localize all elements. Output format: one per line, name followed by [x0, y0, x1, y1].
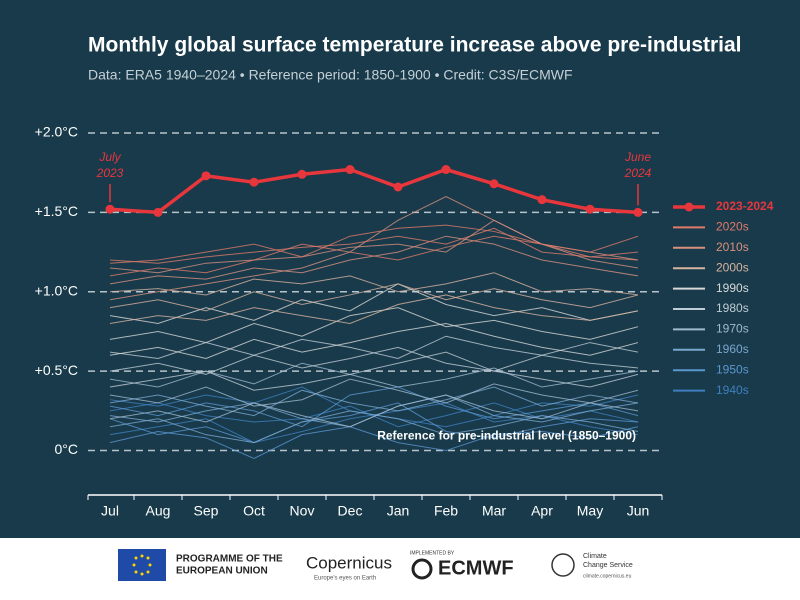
y-tick-label: +0.5°C: [35, 362, 78, 378]
ecmwf-logo: ECMWF: [438, 557, 514, 579]
x-tick-label: Mar: [482, 503, 506, 519]
c3s-text: Climate: [583, 553, 607, 560]
highlight-point: [441, 165, 451, 175]
legend-label: 1950s: [716, 362, 749, 376]
chart-subtitle: Data: ERA5 1940–2024 • Reference period:…: [88, 67, 573, 83]
implemented-by: IMPLEMENTED BY: [410, 550, 455, 556]
highlight-point: [153, 207, 163, 217]
x-tick-label: Apr: [531, 503, 553, 519]
eu-stars: [132, 554, 152, 576]
decade-line: [109, 351, 639, 391]
legend-label: 2023-2024: [716, 199, 774, 213]
highlight-point: [489, 179, 499, 189]
decade-line: [109, 386, 639, 417]
x-tick-label: Jan: [387, 503, 410, 519]
annotation: June: [624, 150, 651, 164]
highlight-point: [345, 165, 355, 175]
legend-label: 1970s: [716, 322, 749, 336]
y-tick-label: +2.0°C: [35, 124, 78, 140]
highlight-point: [585, 204, 595, 214]
decade-line: [109, 235, 639, 277]
decade-line: [109, 386, 639, 428]
highlight-point: [249, 177, 259, 187]
plot: +2.0°C +1.5°C +1.0°C +0.5°C 0°C Jul Aug Sep Oct N…: [35, 124, 774, 519]
x-tick-label: Jun: [627, 503, 650, 519]
decade-line: [109, 227, 639, 264]
copernicus-logo: Copernicus: [306, 553, 392, 572]
eu-text: PROGRAMME OF THE: [176, 554, 283, 565]
decade-line: [109, 323, 639, 359]
c3s-icon: [551, 553, 575, 577]
highlight-point: [201, 171, 211, 181]
decade-line: [109, 283, 639, 325]
legend-marker: [684, 202, 694, 212]
x-tick-label: Aug: [146, 503, 171, 519]
highlight-line: [109, 167, 639, 215]
y-tick-label: 0°C: [55, 441, 79, 457]
x-tick-label: Jul: [101, 503, 119, 519]
highlight-point: [537, 195, 547, 205]
x-tick-label: Oct: [243, 503, 265, 519]
chart-title: Monthly global surface temperature incre…: [88, 34, 742, 57]
x-tick-label: May: [577, 503, 603, 519]
ecmwf-icon: [411, 558, 433, 580]
decade-line: [109, 410, 639, 444]
c3s-text: Change Service: [583, 562, 633, 569]
legend-label: 1980s: [716, 301, 749, 315]
highlight-point: [297, 169, 307, 179]
legend-label: 2020s: [716, 220, 749, 234]
decade-line: [109, 283, 639, 312]
annotation: 2023: [96, 166, 124, 180]
annotation: July: [98, 150, 121, 164]
legend-label: 1990s: [716, 281, 749, 295]
legend-label: 2000s: [716, 260, 749, 274]
eu-flag: [118, 549, 166, 581]
highlight-point: [633, 207, 643, 217]
decade-line: [109, 426, 639, 460]
decade-line: [109, 335, 639, 359]
reference-label: Reference for pre-industrial level (1850…: [377, 429, 636, 443]
background: [0, 0, 800, 538]
decade-line: [109, 294, 639, 325]
c3s-url: climate.copernicus.eu: [583, 573, 632, 579]
copernicus-tagline: Europe's eyes on Earth: [314, 576, 376, 582]
x-tick-label: Dec: [338, 503, 363, 519]
x-tick-label: Feb: [434, 503, 458, 519]
eu-text: EUROPEAN UNION: [176, 566, 268, 577]
decade-line: [109, 362, 639, 388]
decade-line: [109, 195, 639, 301]
highlight-point: [105, 204, 115, 214]
annotation: 2024: [624, 166, 652, 180]
decade-line: [109, 224, 639, 264]
decade-line: [109, 272, 639, 296]
highlight-point: [393, 182, 403, 192]
decade-line: [109, 307, 639, 344]
legend-label: 2010s: [716, 240, 749, 254]
decade-line: [109, 402, 639, 444]
y-tick-label: +1.0°C: [35, 282, 78, 298]
legend-label: 1940s: [716, 383, 749, 397]
decade-line: [109, 378, 639, 407]
decade-line: [109, 394, 639, 428]
x-tick-label: Nov: [290, 503, 315, 519]
y-tick-label: +1.5°C: [35, 203, 78, 219]
x-tick-label: Sep: [194, 503, 219, 519]
legend-label: 1960s: [716, 342, 749, 356]
